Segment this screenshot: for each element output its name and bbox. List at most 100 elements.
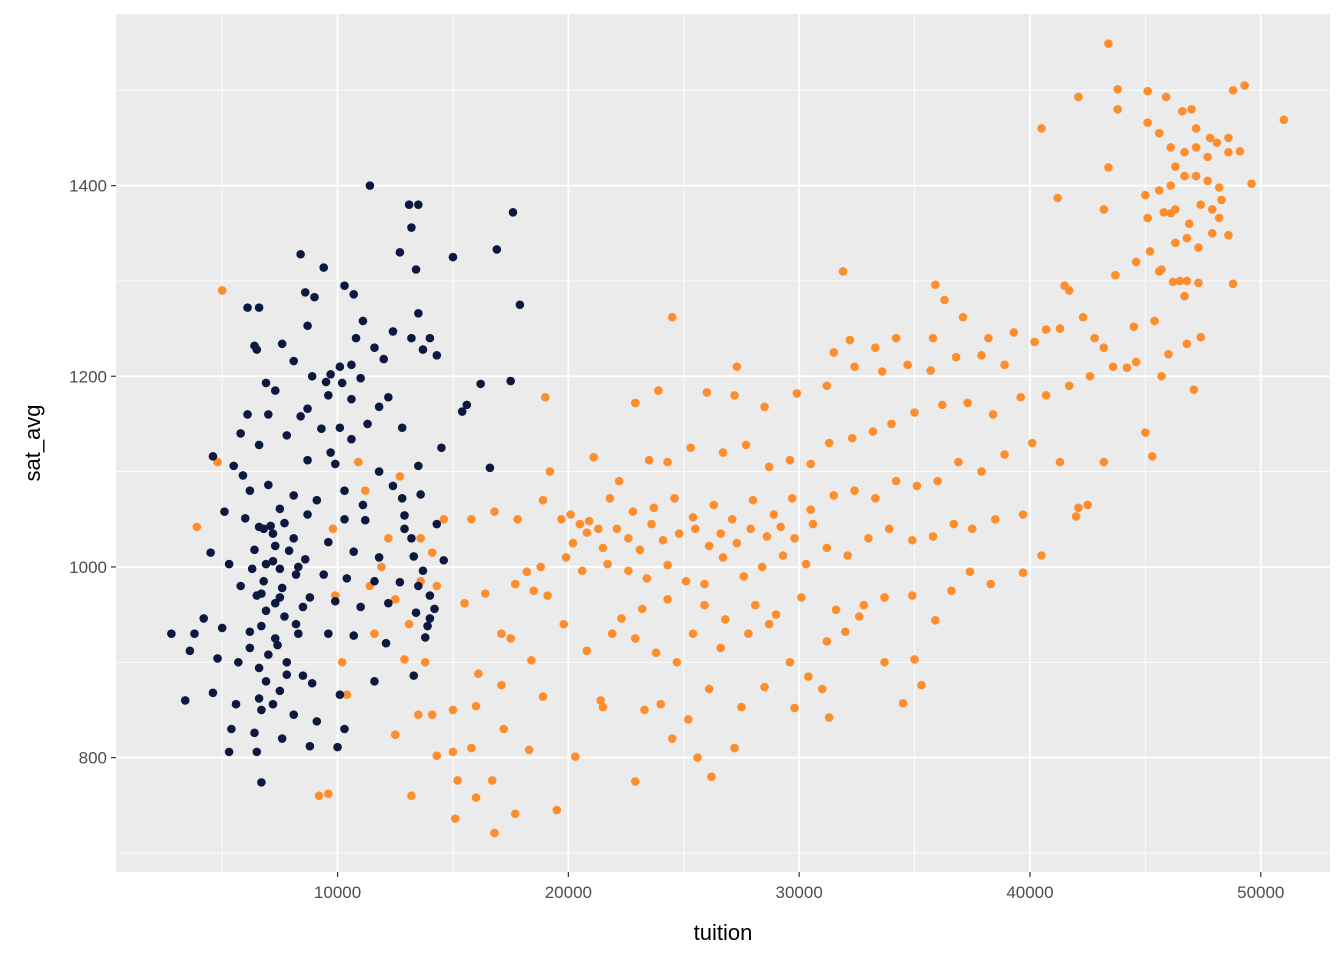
- point-orange-series: [497, 680, 506, 690]
- point-orange-series: [732, 538, 742, 548]
- point-orange-series: [933, 476, 942, 486]
- point-orange-series: [917, 680, 926, 690]
- point-orange-series: [656, 699, 665, 709]
- point-dark-series: [388, 327, 398, 336]
- point-orange-series: [384, 534, 393, 543]
- point-dark-series: [340, 281, 349, 291]
- point-orange-series: [328, 524, 338, 534]
- point-orange-series: [984, 333, 993, 343]
- point-orange-series: [751, 600, 760, 610]
- point-orange-series: [1203, 152, 1212, 162]
- point-dark-series: [330, 459, 340, 469]
- point-orange-series: [582, 528, 592, 537]
- point-orange-series: [471, 793, 481, 802]
- point-orange-series: [354, 457, 363, 467]
- point-orange-series: [868, 427, 878, 436]
- point-dark-series: [296, 412, 305, 421]
- point-dark-series: [374, 402, 384, 412]
- point-orange-series: [432, 581, 442, 591]
- point-orange-series: [342, 690, 352, 699]
- point-orange-series: [741, 440, 751, 450]
- point-orange-series: [543, 591, 552, 600]
- point-orange-series: [471, 701, 481, 711]
- point-orange-series: [1064, 286, 1074, 295]
- point-orange-series: [797, 593, 806, 602]
- point-orange-series: [1150, 316, 1159, 326]
- point-dark-series: [360, 515, 370, 525]
- point-orange-series: [1203, 176, 1212, 186]
- point-orange-series: [762, 532, 772, 541]
- point-orange-series: [1141, 428, 1150, 437]
- point-orange-series: [1099, 205, 1109, 214]
- point-dark-series: [234, 657, 243, 667]
- point-orange-series: [524, 745, 534, 755]
- point-dark-series: [275, 504, 285, 514]
- point-orange-series: [324, 789, 333, 799]
- point-dark-series: [298, 671, 308, 680]
- point-orange-series: [1224, 147, 1233, 157]
- point-orange-series: [988, 410, 998, 419]
- point-dark-series: [268, 699, 278, 709]
- point-orange-series: [1171, 162, 1180, 171]
- point-dark-series: [270, 634, 280, 643]
- point-orange-series: [688, 513, 698, 522]
- point-orange-series: [843, 551, 852, 560]
- point-dark-series: [266, 521, 275, 531]
- point-orange-series: [1111, 270, 1120, 280]
- point-orange-series: [681, 576, 691, 586]
- point-dark-series: [340, 724, 349, 734]
- point-orange-series: [829, 491, 839, 500]
- point-orange-series: [824, 438, 834, 448]
- point-orange-series: [506, 634, 515, 643]
- point-dark-series: [363, 419, 372, 429]
- point-orange-series: [1166, 143, 1176, 152]
- point-orange-series: [704, 684, 714, 694]
- point-orange-series: [739, 572, 749, 581]
- point-orange-series: [808, 519, 818, 529]
- point-orange-series: [859, 600, 869, 610]
- point-dark-series: [395, 248, 405, 257]
- point-dark-series: [506, 376, 515, 386]
- point-dark-series: [305, 741, 315, 751]
- point-orange-series: [460, 598, 469, 608]
- point-dark-series: [300, 555, 310, 564]
- point-orange-series: [1122, 363, 1132, 372]
- point-orange-series: [624, 566, 633, 576]
- point-orange-series: [1143, 118, 1152, 127]
- point-orange-series: [582, 646, 592, 656]
- point-dark-series: [291, 619, 301, 629]
- point-dark-series: [264, 480, 273, 490]
- point-orange-series: [570, 752, 580, 761]
- point-orange-series: [928, 532, 938, 541]
- point-orange-series: [1108, 362, 1118, 372]
- point-dark-series: [347, 434, 356, 444]
- point-orange-series: [527, 656, 536, 665]
- point-dark-series: [247, 564, 257, 574]
- point-dark-series: [303, 455, 312, 465]
- point-dark-series: [411, 608, 421, 617]
- point-orange-series: [702, 388, 712, 397]
- point-orange-series: [390, 730, 400, 740]
- point-dark-series: [245, 643, 255, 653]
- point-orange-series: [1164, 350, 1173, 359]
- point-dark-series: [282, 657, 292, 667]
- point-orange-series: [1104, 39, 1113, 48]
- point-dark-series: [358, 500, 368, 510]
- point-orange-series: [407, 791, 416, 801]
- point-orange-series: [1224, 230, 1233, 240]
- point-orange-series: [841, 627, 850, 637]
- point-orange-series: [1177, 106, 1187, 116]
- point-orange-series: [1194, 278, 1203, 288]
- point-orange-series: [1157, 371, 1166, 381]
- point-orange-series: [628, 507, 638, 516]
- point-dark-series: [213, 654, 222, 663]
- point-dark-series: [303, 321, 312, 331]
- point-dark-series: [448, 252, 458, 262]
- point-orange-series: [716, 643, 725, 653]
- point-dark-series: [294, 562, 303, 572]
- point-dark-series: [243, 303, 252, 312]
- point-orange-series: [1131, 357, 1141, 367]
- point-dark-series: [515, 300, 525, 310]
- point-dark-series: [254, 440, 264, 450]
- point-orange-series: [718, 553, 728, 562]
